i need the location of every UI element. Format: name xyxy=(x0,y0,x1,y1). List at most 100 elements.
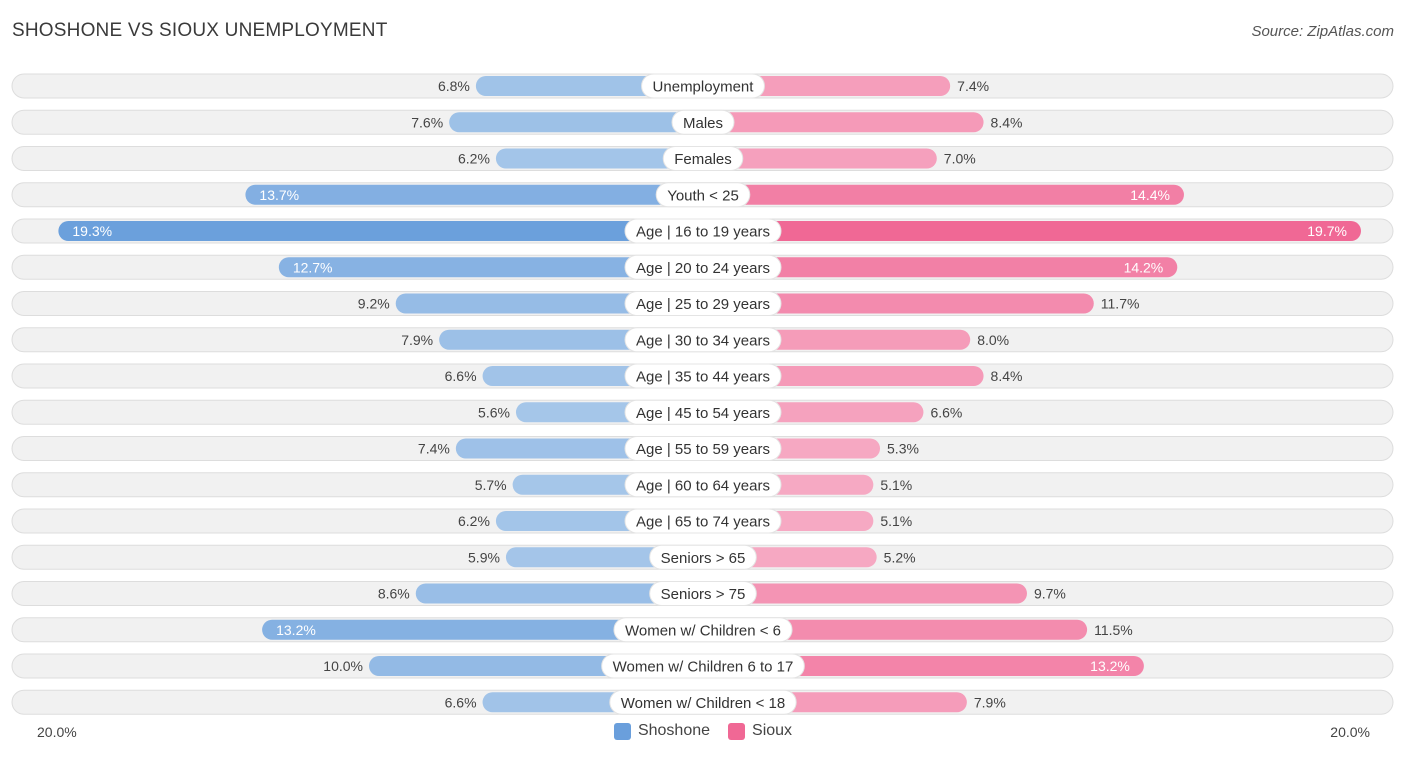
category-pill xyxy=(601,653,805,679)
chart-row: 5.9% 5.2% Seniors > 65 xyxy=(11,544,1394,570)
value-label-sioux: 7.4% xyxy=(957,78,989,94)
category-pill xyxy=(609,689,797,715)
value-label-sioux: 8.4% xyxy=(991,368,1023,384)
category-pill xyxy=(624,508,782,534)
value-label-sioux: 8.4% xyxy=(991,114,1023,130)
bar-shoshone xyxy=(495,148,703,169)
value-label-shoshone: 8.6% xyxy=(378,586,410,602)
chart-row: 6.6% 8.4% Age | 35 to 44 years xyxy=(11,363,1394,389)
value-label-sioux: 13.2% xyxy=(1090,658,1130,674)
value-label-shoshone: 12.7% xyxy=(293,259,333,275)
bar-shoshone xyxy=(58,221,703,241)
category-label: Age | 55 to 59 years xyxy=(636,441,770,458)
chart-row: 5.7% 5.1% Age | 60 to 64 years xyxy=(11,472,1394,498)
category-label: Age | 65 to 74 years xyxy=(636,514,770,531)
chart-row: 7.6% 8.4% Males xyxy=(11,109,1394,135)
category-label: Females xyxy=(674,151,732,168)
value-label-sioux: 7.9% xyxy=(974,694,1006,710)
category-pill xyxy=(662,146,744,171)
chart-row: 6.2% 7.0% Females xyxy=(11,146,1394,171)
category-pill xyxy=(655,182,751,208)
value-label-sioux: 5.3% xyxy=(887,441,919,457)
bar-sioux xyxy=(703,257,1178,278)
value-label-shoshone: 19.3% xyxy=(72,223,112,239)
value-label-shoshone: 6.2% xyxy=(458,151,490,167)
category-pill xyxy=(671,109,735,135)
value-label-shoshone: 5.7% xyxy=(475,477,507,493)
chart-row: 7.4% 5.3% Age | 55 to 59 years xyxy=(11,436,1394,461)
category-label: Age | 20 to 24 years xyxy=(636,260,770,277)
category-label: Males xyxy=(683,115,723,132)
chart-title: SHOSHONE VS SIOUX UNEMPLOYMENT xyxy=(12,20,388,41)
value-label-sioux: 14.4% xyxy=(1130,187,1170,203)
category-pill xyxy=(649,581,757,606)
chart-row: 19.3% 19.7% Age | 16 to 19 years xyxy=(11,218,1394,244)
bar-sioux xyxy=(703,293,1094,314)
value-label-shoshone: 10.0% xyxy=(323,658,363,674)
value-label-sioux: 14.2% xyxy=(1124,259,1164,275)
value-label-sioux: 5.1% xyxy=(880,477,912,493)
category-pill xyxy=(649,544,757,570)
category-pill xyxy=(624,327,782,353)
bar-shoshone xyxy=(262,619,703,640)
axis-right-label: 20.0% xyxy=(1330,724,1370,740)
category-label: Age | 35 to 44 years xyxy=(636,369,770,386)
bar-shoshone xyxy=(449,112,703,133)
value-label-sioux: 9.7% xyxy=(1034,586,1066,602)
value-label-sioux: 7.0% xyxy=(944,151,976,167)
category-label: Youth < 25 xyxy=(667,187,739,204)
category-label: Seniors > 65 xyxy=(661,550,746,567)
chart-row: 6.6% 7.9% Women w/ Children < 18 xyxy=(11,689,1394,715)
bar-shoshone xyxy=(278,257,703,278)
legend-item-sioux[interactable]: Sioux xyxy=(728,722,792,740)
category-label: Women w/ Children < 18 xyxy=(621,695,785,712)
legend-label-sioux: Sioux xyxy=(752,722,793,739)
source-label: Source: ZipAtlas.com xyxy=(1251,23,1394,40)
bar-sioux xyxy=(703,221,1361,241)
bar-sioux xyxy=(703,184,1184,205)
value-label-shoshone: 7.9% xyxy=(401,332,433,348)
value-label-shoshone: 13.7% xyxy=(259,187,299,203)
bar-shoshone xyxy=(415,583,703,604)
value-label-shoshone: 6.8% xyxy=(438,78,470,94)
value-label-sioux: 11.7% xyxy=(1101,296,1140,312)
category-pill xyxy=(624,436,782,461)
category-label: Women w/ Children < 6 xyxy=(625,622,781,639)
chart-row: 13.2% 11.5% Women w/ Children < 6 xyxy=(11,617,1394,643)
category-label: Age | 25 to 29 years xyxy=(636,296,770,313)
value-label-sioux: 8.0% xyxy=(977,332,1009,348)
chart-row: 12.7% 14.2% Age | 20 to 24 years xyxy=(11,254,1394,280)
value-label-shoshone: 7.6% xyxy=(411,114,443,130)
bar-sioux xyxy=(703,583,1027,604)
value-label-shoshone: 9.2% xyxy=(358,296,390,312)
category-label: Age | 30 to 34 years xyxy=(636,332,770,349)
category-pill xyxy=(624,363,782,389)
bar-shoshone xyxy=(245,184,704,205)
chart-row: 6.8% 7.4% Unemployment xyxy=(11,73,1394,99)
legend-swatch-shoshone xyxy=(613,722,631,740)
chart-row: 6.2% 5.1% Age | 65 to 74 years xyxy=(11,508,1394,534)
category-label: Age | 16 to 19 years xyxy=(636,224,770,241)
value-label-sioux: 5.2% xyxy=(884,549,916,565)
legend-item-shoshone[interactable]: Shoshone xyxy=(613,722,710,740)
value-label-shoshone: 6.2% xyxy=(458,513,490,529)
value-label-shoshone: 6.6% xyxy=(445,368,477,384)
chart-row: 8.6% 9.7% Seniors > 75 xyxy=(11,581,1394,606)
bar-sioux xyxy=(703,656,1144,676)
category-pill xyxy=(624,218,782,244)
category-pill xyxy=(613,617,793,643)
value-label-sioux: 11.5% xyxy=(1094,622,1133,638)
category-label: Age | 45 to 54 years xyxy=(636,405,770,422)
value-label-shoshone: 7.4% xyxy=(418,441,450,457)
category-pill xyxy=(624,399,782,425)
category-pill xyxy=(624,291,782,316)
axis-left-label: 20.0% xyxy=(37,724,77,740)
bar-sioux xyxy=(703,76,951,96)
legend-swatch-sioux xyxy=(728,722,746,740)
category-label: Seniors > 75 xyxy=(661,586,746,603)
category-label: Unemployment xyxy=(653,79,755,96)
value-label-shoshone: 5.9% xyxy=(468,549,500,565)
bar-sioux xyxy=(703,619,1088,640)
chart-row: 5.6% 6.6% Age | 45 to 54 years xyxy=(11,399,1394,425)
